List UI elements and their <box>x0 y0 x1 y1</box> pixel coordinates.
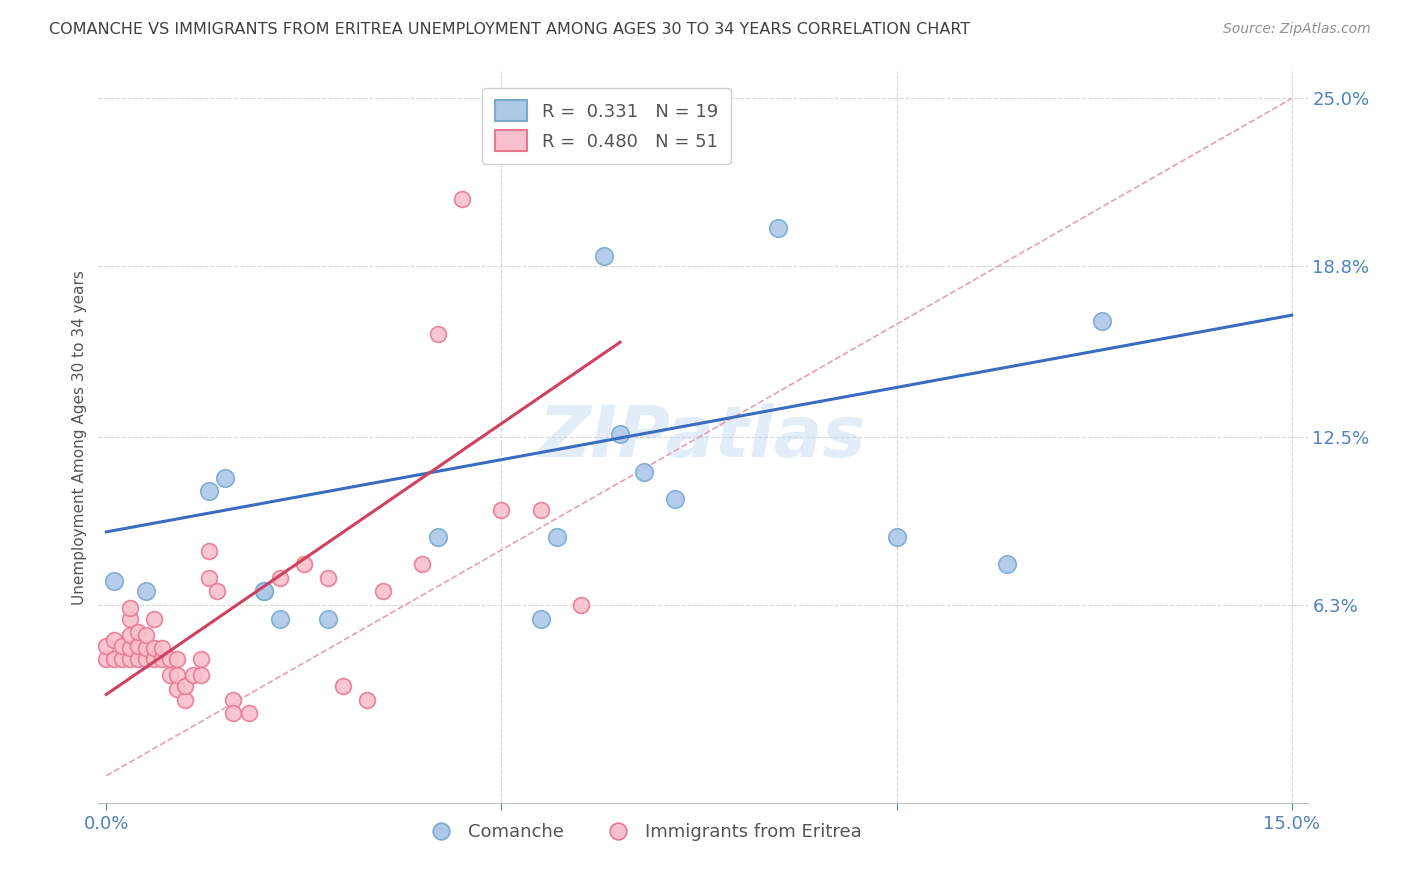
Point <box>530 503 553 517</box>
Text: ZIPatlas: ZIPatlas <box>540 402 866 472</box>
Point <box>411 558 433 572</box>
Text: Source: ZipAtlas.com: Source: ZipAtlas.com <box>1223 22 1371 37</box>
Point <box>166 681 188 696</box>
Point <box>103 652 125 666</box>
Y-axis label: Unemployment Among Ages 30 to 34 years: Unemployment Among Ages 30 to 34 years <box>72 269 87 605</box>
Point <box>995 558 1018 572</box>
Point <box>198 484 221 499</box>
Point <box>253 584 276 599</box>
Point <box>214 471 236 485</box>
Point <box>190 668 212 682</box>
Point <box>150 641 173 656</box>
Point <box>118 611 141 625</box>
Point <box>166 652 188 666</box>
Point <box>142 641 165 656</box>
Point <box>316 611 339 625</box>
Point <box>198 544 221 558</box>
Point <box>269 571 291 585</box>
Point <box>142 611 165 625</box>
Point <box>593 249 616 263</box>
Point <box>427 530 450 544</box>
Point <box>491 503 513 517</box>
Point <box>181 668 204 682</box>
Point <box>451 192 474 206</box>
Point <box>766 221 789 235</box>
Point <box>205 584 228 599</box>
Point <box>174 693 197 707</box>
Point <box>166 668 188 682</box>
Point <box>664 492 686 507</box>
Point <box>253 584 276 599</box>
Point <box>127 625 149 640</box>
Point <box>238 706 260 721</box>
Point <box>222 706 245 721</box>
Point <box>127 652 149 666</box>
Point <box>118 652 141 666</box>
Point <box>609 427 631 442</box>
Point <box>569 598 592 612</box>
Point <box>135 628 157 642</box>
Text: COMANCHE VS IMMIGRANTS FROM ERITREA UNEMPLOYMENT AMONG AGES 30 TO 34 YEARS CORRE: COMANCHE VS IMMIGRANTS FROM ERITREA UNEM… <box>49 22 970 37</box>
Point <box>427 327 450 342</box>
Point <box>1091 313 1114 327</box>
Point <box>111 652 134 666</box>
Point <box>159 652 181 666</box>
Point <box>633 465 655 479</box>
Point <box>371 584 394 599</box>
Point <box>135 584 157 599</box>
Point <box>546 530 568 544</box>
Point <box>118 641 141 656</box>
Point <box>103 574 125 588</box>
Point <box>150 652 173 666</box>
Point <box>96 652 118 666</box>
Legend: Comanche, Immigrants from Eritrea: Comanche, Immigrants from Eritrea <box>416 816 869 848</box>
Point <box>159 668 181 682</box>
Point <box>135 641 157 656</box>
Point <box>530 611 553 625</box>
Point <box>292 558 315 572</box>
Point <box>174 679 197 693</box>
Point <box>269 611 291 625</box>
Point <box>142 652 165 666</box>
Point <box>135 652 157 666</box>
Point <box>118 628 141 642</box>
Point <box>127 639 149 653</box>
Point <box>222 693 245 707</box>
Point <box>886 530 908 544</box>
Point <box>332 679 354 693</box>
Point <box>316 571 339 585</box>
Point <box>253 584 276 599</box>
Point <box>96 639 118 653</box>
Point <box>103 633 125 648</box>
Point <box>190 652 212 666</box>
Point <box>198 571 221 585</box>
Point <box>118 600 141 615</box>
Point <box>356 693 378 707</box>
Point <box>111 639 134 653</box>
